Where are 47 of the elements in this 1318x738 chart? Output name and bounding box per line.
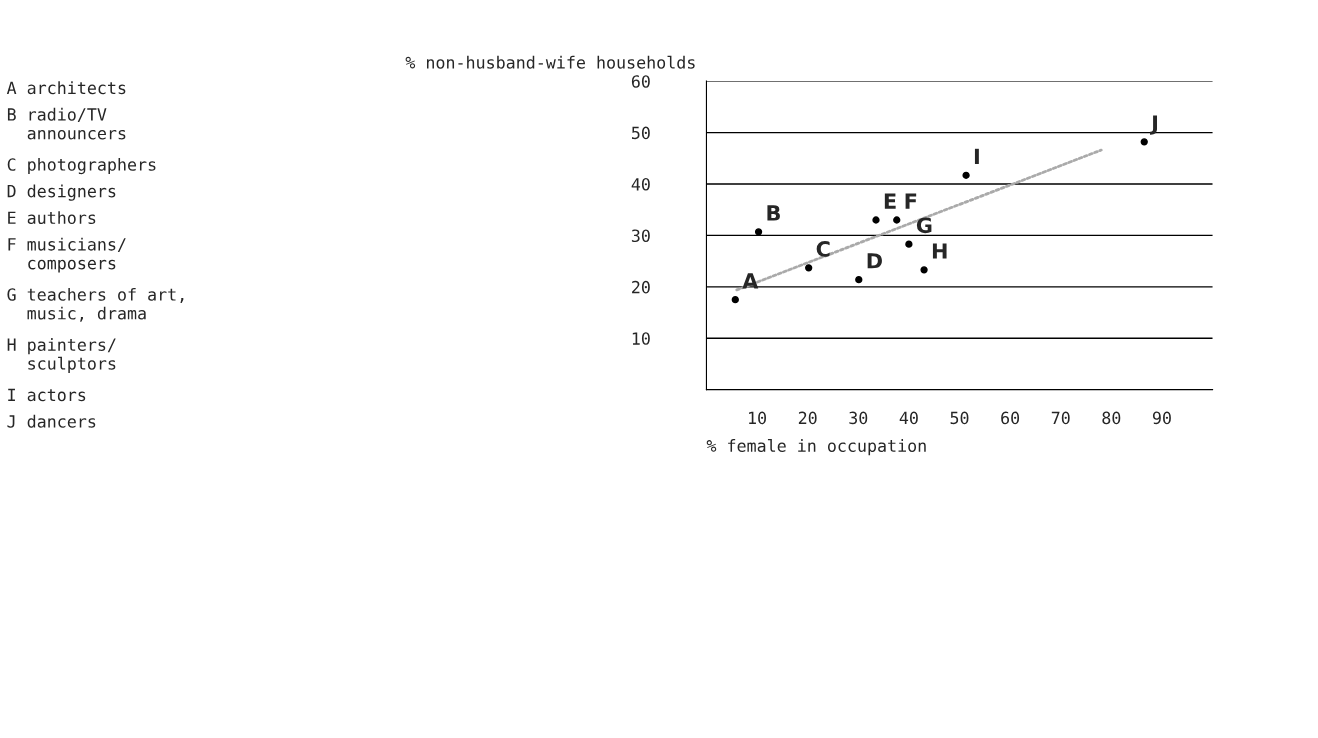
text: H painters/ sculptors xyxy=(7,338,116,373)
y-tick-label: 60 xyxy=(631,75,650,88)
y-tick-label: 20 xyxy=(632,280,650,294)
x-tick-label: 70 xyxy=(1051,411,1070,425)
annotation: E xyxy=(884,193,896,209)
annotation: J xyxy=(1150,115,1158,135)
text: I actors xyxy=(8,388,86,402)
x-tick-label: 90 xyxy=(1152,411,1171,425)
y-axis-title: % non-husband-wife households xyxy=(405,55,695,69)
annotation: F xyxy=(905,193,917,209)
x-tick-label: 50 xyxy=(950,411,969,425)
annotation: I xyxy=(974,148,979,164)
point xyxy=(920,266,928,274)
point xyxy=(1140,138,1148,146)
annotation: B xyxy=(767,205,780,221)
x-tick-label: 30 xyxy=(849,411,868,425)
text: A architects xyxy=(6,81,126,95)
text: D designers xyxy=(7,184,116,201)
y-tick-label: 10 xyxy=(632,332,650,345)
point xyxy=(962,171,970,179)
text: F musicians/ composers xyxy=(8,237,126,273)
text: B radio/TV announcers xyxy=(7,107,126,140)
annotation: A xyxy=(742,273,759,289)
point xyxy=(893,216,901,224)
annotation: D xyxy=(867,253,882,269)
text: E authors xyxy=(8,211,96,225)
point xyxy=(754,228,763,236)
annotation: G xyxy=(916,217,932,234)
x-axis-title: % female in occupation xyxy=(706,439,926,456)
x-tick-label: 20 xyxy=(798,411,817,425)
text: G teachers of art, music, drama xyxy=(7,287,184,322)
x-tick-label: 40 xyxy=(899,411,918,425)
point xyxy=(805,264,813,272)
point xyxy=(872,216,880,224)
point xyxy=(731,296,739,304)
y-tick-label: 50 xyxy=(631,126,650,140)
y-tick-label: 40 xyxy=(631,178,650,191)
point xyxy=(905,240,913,248)
x-tick-label: 60 xyxy=(1001,411,1020,425)
text: C photographers xyxy=(7,157,156,175)
text: J dancers xyxy=(7,414,96,428)
annotation: H xyxy=(932,243,947,259)
point xyxy=(855,275,863,284)
y-tick-label: 30 xyxy=(631,229,650,243)
x-tick-label: 10 xyxy=(749,411,767,425)
x-tick-label: 80 xyxy=(1102,411,1121,425)
annotation: C xyxy=(816,241,830,257)
